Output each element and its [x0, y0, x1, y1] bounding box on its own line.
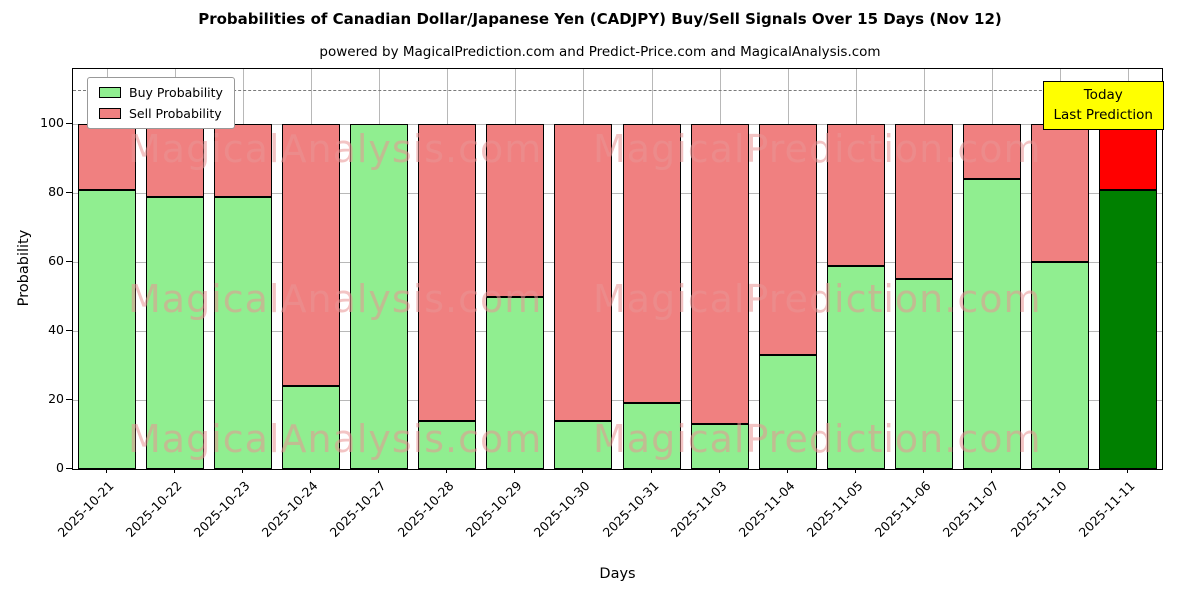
bar-buy-segment [690, 424, 749, 469]
bar-sell-segment [78, 124, 137, 190]
bar-sell-segment [1030, 124, 1089, 263]
y-tick-mark [66, 123, 72, 125]
x-tick-mark [854, 468, 856, 473]
bar-buy-segment [486, 296, 545, 469]
bar-sell-segment [962, 124, 1021, 180]
bar-buy-segment [622, 403, 681, 469]
bar-buy-segment [214, 196, 273, 469]
x-tick-mark [1126, 468, 1128, 473]
y-tick-mark [66, 330, 72, 332]
x-tick-mark [378, 468, 380, 473]
x-axis-label: Days [599, 566, 636, 582]
bar-buy-segment [826, 265, 885, 469]
legend-item-sell: Sell Probability [99, 106, 223, 121]
y-tick-label: 100 [40, 115, 64, 131]
y-tick-label: 0 [56, 460, 64, 475]
legend: Buy Probability Sell Probability [87, 77, 235, 129]
bar-buy-segment [282, 386, 341, 469]
x-tick-mark [990, 468, 992, 473]
x-tick-mark [1058, 468, 1060, 473]
bar-sell-segment [554, 124, 613, 421]
bar-buy-segment [554, 420, 613, 469]
y-tick-mark [66, 468, 72, 469]
h-gridline [73, 262, 1162, 264]
bar-sell-segment [1098, 124, 1157, 190]
bar-sell-segment [894, 124, 953, 280]
threshold-dashed-line [73, 89, 1162, 91]
x-tick-mark [922, 468, 924, 473]
bar-sell-segment [826, 124, 885, 266]
y-tick-mark [66, 192, 72, 194]
bar-buy-segment [350, 124, 409, 469]
today-annotation: Today Last Prediction [1042, 81, 1164, 130]
legend-label-buy: Buy Probability [129, 85, 223, 100]
bar-sell-segment [214, 124, 273, 197]
h-gridline [73, 193, 1162, 195]
y-tick-mark [66, 399, 72, 401]
h-gridline [73, 124, 1162, 126]
x-tick-mark [242, 468, 244, 473]
x-tick-mark [650, 468, 652, 473]
h-gridline [73, 331, 1162, 333]
bar-buy-segment [894, 279, 953, 469]
today-annotation-line2: Last Prediction [1053, 107, 1153, 124]
h-gridline [73, 400, 1162, 402]
bar-sell-segment [690, 124, 749, 425]
bar-sell-segment [622, 124, 681, 404]
bar-buy-segment [1098, 189, 1157, 469]
y-tick-label: 20 [48, 391, 64, 407]
buy-color-swatch [99, 87, 121, 98]
bar-buy-segment [1030, 262, 1089, 469]
x-tick-mark [446, 468, 448, 473]
x-tick-mark [174, 468, 176, 473]
plot-area: Buy Probability Sell Probability Today L… [72, 68, 1164, 470]
bar-sell-segment [418, 124, 477, 421]
today-annotation-line1: Today [1083, 87, 1123, 103]
bar-sell-segment [758, 124, 817, 356]
chart-title: Probabilities of Canadian Dollar/Japanes… [198, 10, 1002, 28]
x-tick-mark [786, 468, 788, 473]
legend-item-buy: Buy Probability [99, 85, 223, 100]
bar-buy-segment [962, 179, 1021, 469]
bar-sell-segment [486, 124, 545, 297]
y-tick-label: 60 [48, 253, 64, 269]
bar-buy-segment [78, 189, 137, 469]
x-tick-mark [106, 468, 108, 473]
y-tick-label: 40 [48, 322, 64, 338]
y-tick-mark [66, 261, 72, 263]
bar-buy-segment [146, 196, 205, 469]
y-tick-label: 80 [48, 184, 64, 200]
x-tick-mark [310, 468, 312, 473]
bar-buy-segment [758, 355, 817, 469]
x-tick-mark [582, 468, 584, 473]
bar-sell-segment [146, 124, 205, 197]
chart-subtitle: powered by MagicalPrediction.com and Pre… [319, 44, 881, 60]
x-tick-mark [718, 468, 720, 473]
x-tick-mark [514, 468, 516, 473]
legend-label-sell: Sell Probability [129, 106, 222, 121]
sell-color-swatch [99, 108, 121, 119]
bar-buy-segment [418, 420, 477, 469]
bar-sell-segment [282, 124, 341, 387]
